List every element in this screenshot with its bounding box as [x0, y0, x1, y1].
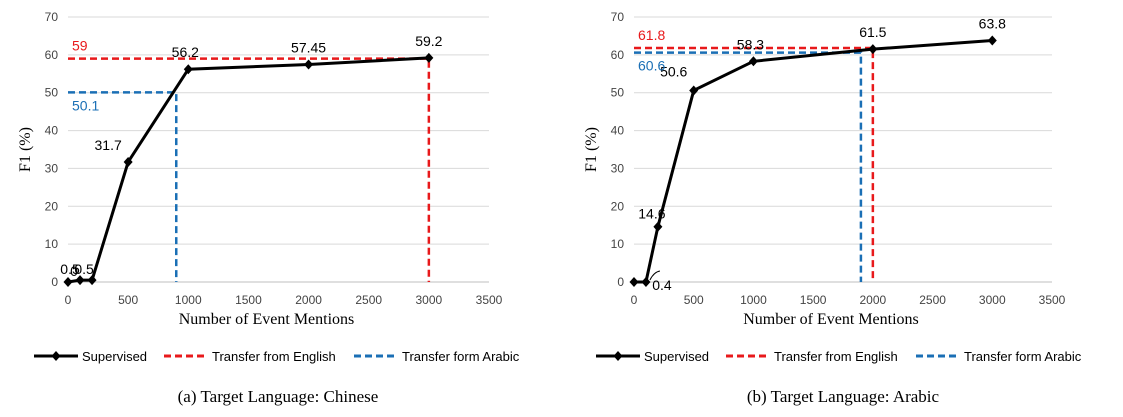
series-line-transfer-arabic — [634, 51, 863, 282]
data-point-supervised — [63, 277, 73, 287]
x-tick-label: 3000 — [416, 293, 443, 307]
y-tick-label: 40 — [611, 124, 625, 138]
x-axis-title: Number of Event Mentions — [743, 311, 919, 328]
chart-panel-chinese: 0 10 20 30 40 50 60 70 0 500 1000 1500 2000 2500 3000 3… — [17, 10, 520, 406]
x-tick-label: 2500 — [919, 293, 946, 307]
data-label-supervised: 31.7 — [95, 137, 122, 153]
data-label-supervised: 56.2 — [172, 44, 199, 60]
legend-label-transfer-arabic: Transfer form Arabic — [402, 349, 520, 364]
x-tick-label: 1000 — [175, 293, 202, 307]
data-point-supervised — [987, 35, 997, 46]
y-axis-title: F1 (%) — [17, 127, 34, 172]
legend-label-transfer-english: Transfer from English — [212, 349, 336, 364]
x-tick-label: 3000 — [979, 293, 1006, 307]
data-label-supervised: 0.5 — [60, 261, 80, 277]
figure-caption: (a) Target Language: Chinese — [178, 387, 379, 406]
y-tick-label: 60 — [45, 48, 59, 62]
y-tick-label: 20 — [611, 199, 625, 213]
y-tick-label: 20 — [45, 199, 59, 213]
data-label-transfer-english: 61.8 — [638, 27, 665, 43]
legend-label-transfer-english: Transfer from English — [774, 349, 898, 364]
data-point-supervised — [868, 44, 878, 55]
series-line-supervised — [67, 56, 429, 284]
data-point-supervised — [183, 64, 193, 75]
y-tick-label: 10 — [45, 237, 59, 251]
x-tick-label: 2000 — [295, 293, 322, 307]
data-label-supervised: 50.6 — [660, 63, 687, 79]
x-tick-label: 3500 — [476, 293, 503, 307]
y-tick-label: 40 — [45, 124, 59, 138]
legend-marker-supervised — [51, 351, 61, 361]
data-point-supervised — [87, 275, 97, 286]
data-point-supervised — [75, 275, 85, 286]
x-axis-title: Number of Event Mentions — [179, 311, 355, 328]
y-tick-label: 70 — [611, 10, 625, 24]
y-axis-title: F1 (%) — [583, 127, 600, 172]
x-tick-label: 0 — [65, 293, 72, 307]
x-tick-label: 500 — [684, 293, 704, 307]
series-line-transfer-english — [634, 46, 875, 282]
data-point-supervised — [653, 221, 663, 232]
data-point-supervised — [641, 277, 651, 287]
data-point-supervised — [629, 277, 639, 287]
data-label-supervised: 14.6 — [638, 206, 665, 222]
x-tick-label: 1000 — [740, 293, 767, 307]
data-label-supervised: 61.5 — [859, 24, 886, 40]
x-tick-label: 500 — [118, 293, 138, 307]
data-label-supervised: 0.5 — [74, 261, 94, 277]
legend-label-supervised: Supervised — [82, 349, 147, 364]
legend-marker-supervised — [613, 351, 623, 361]
data-label-supervised: 63.8 — [979, 15, 1006, 31]
data-label-supervised: 0 — [70, 263, 78, 279]
y-tick-label: 70 — [45, 10, 59, 24]
data-label-supervised: 0.4 — [652, 277, 672, 293]
data-label-supervised: 58.3 — [737, 36, 764, 52]
data-point-supervised — [123, 156, 133, 167]
data-label-transfer-arabic: 50.1 — [72, 97, 99, 113]
x-tick-label: 1500 — [800, 293, 827, 307]
data-point-supervised — [748, 56, 758, 67]
y-tick-label: 50 — [45, 86, 59, 100]
legend-label-transfer-arabic: Transfer form Arabic — [964, 349, 1082, 364]
y-tick-label: 0 — [51, 275, 58, 289]
data-label-transfer-english: 59 — [72, 38, 88, 54]
data-label-supervised: 59.2 — [415, 33, 442, 49]
y-tick-label: 0 — [617, 275, 624, 289]
y-tick-label: 50 — [611, 86, 625, 100]
x-tick-label: 0 — [631, 293, 638, 307]
data-label-supervised: 57.45 — [291, 40, 326, 56]
series-line-supervised — [634, 38, 993, 284]
legend-label-supervised: Supervised — [644, 349, 709, 364]
data-point-supervised — [424, 52, 434, 63]
label-leader-line — [649, 270, 661, 281]
data-point-supervised — [689, 85, 699, 96]
x-tick-label: 3500 — [1039, 293, 1066, 307]
x-tick-label: 2500 — [355, 293, 382, 307]
y-tick-label: 10 — [611, 237, 625, 251]
y-tick-label: 30 — [611, 161, 625, 175]
series-line-transfer-english — [68, 57, 431, 282]
x-tick-label: 1500 — [235, 293, 262, 307]
chart-panel-arabic: 0 10 20 30 40 50 60 70 0 500 1000 1500 2000 2500 3000 3… — [583, 10, 1082, 406]
data-point-supervised — [304, 59, 314, 70]
x-tick-label: 2000 — [860, 293, 887, 307]
y-tick-label: 30 — [45, 161, 59, 175]
series-line-transfer-arabic — [68, 91, 178, 282]
figure-caption: (b) Target Language: Arabic — [747, 387, 940, 406]
data-label-transfer-arabic: 60.6 — [638, 58, 665, 74]
y-tick-label: 60 — [611, 48, 625, 62]
